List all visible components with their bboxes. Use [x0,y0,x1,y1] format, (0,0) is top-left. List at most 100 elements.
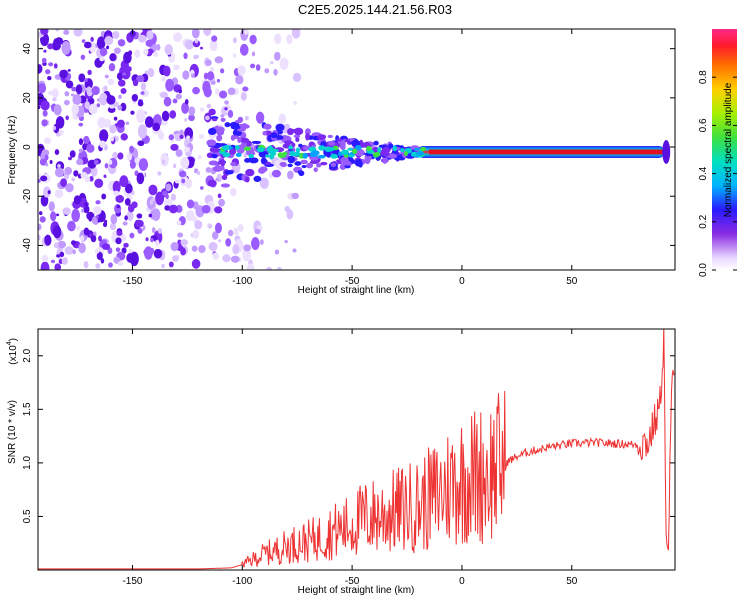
heatmap-cell [182,70,190,80]
heatmap-cell [138,99,143,104]
heatmap-cell [224,100,229,105]
heatmap-cell [274,51,281,61]
heatmap-cell [126,153,133,161]
ridge-bead [330,153,338,159]
heatmap-cell [67,156,73,161]
heatmap-cell [72,249,76,255]
heatmap-cell [71,208,81,223]
heatmap-cell [327,140,336,146]
heatmap-cell [205,59,212,66]
heatmap-cell [129,145,135,153]
heatmap-cell [99,140,106,148]
x-tick-label: 0 [459,276,465,287]
y-tick-label: -20 [22,189,33,204]
heatmap-cell [194,220,203,230]
heatmap-cell [86,143,95,153]
heatmap-cell [41,57,47,64]
heatmap-cell [234,119,243,124]
heatmap-cell [43,137,52,145]
heatmap-cell [122,221,128,226]
heatmap-cell [237,65,246,76]
heatmap-cell [84,78,88,83]
heatmap-cell [199,186,204,190]
ridge-bead [365,145,372,151]
heatmap-cell [225,238,232,247]
heatmap-cell [112,31,120,40]
heatmap-cell [153,248,163,259]
heatmap-cell [130,110,135,115]
heatmap-cell [199,107,205,112]
heatmap-cell [360,142,366,148]
snr-series-line [38,329,675,570]
heatmap-cell [86,90,93,97]
heatmap-cell [191,29,200,39]
heatmap-cell [42,149,50,157]
end-feature [662,139,671,164]
x-tick-label: -100 [232,276,252,287]
x-tick-label: -150 [122,276,142,287]
heatmap-cell [217,165,225,171]
heatmap-cell [43,49,47,53]
heatmap-cell [94,249,100,254]
heatmap-cell [64,246,74,255]
ridge-bead [248,153,254,159]
heatmap-cell [73,195,81,205]
heatmap-cell [298,170,305,177]
y-tick-label: 0.5 [22,509,33,523]
heatmap-cell [81,39,86,44]
heatmap-cell [104,74,109,79]
ridge-bead [416,151,425,156]
spectrogram-x-label: Height of straight line (km) [298,285,415,296]
heatmap-cell [354,159,363,167]
heatmap-cell [109,124,117,134]
heatmap-cell [123,242,129,248]
heatmap-cell [80,105,84,111]
heatmap-cell [47,75,52,81]
ridge-bead [400,148,405,153]
heatmap-cell [54,167,65,178]
heatmap-cell [48,62,54,67]
ridge-bead [317,154,326,159]
heatmap-cell [173,32,182,43]
heatmap-cell [60,178,67,187]
heatmap-cell [98,235,102,242]
heatmap-cell [172,64,180,71]
heatmap-cell [208,160,219,166]
heatmap-cell [330,162,337,168]
heatmap-cell [229,148,237,155]
heatmap-cell [115,237,122,245]
heatmap-cell [216,78,221,83]
heatmap-cell [255,64,261,71]
snr-panel: -150 -100 -50 0 50 0.5 1.0 1.5 2.0 Height of st… [6,328,676,596]
heatmap-cell [185,178,193,189]
heatmap-cell [295,137,300,143]
x-tick-label: -50 [345,276,360,287]
snr-x-label: Height of straight line (km) [298,585,415,596]
heatmap-cell [63,29,70,35]
heatmap-cell [217,193,222,199]
heatmap-cell [39,158,48,166]
spectrogram-x-ticks: -150 -100 -50 0 50 [122,29,578,287]
heatmap-cell [72,94,82,106]
heatmap-cell [263,123,272,130]
heatmap-cell [235,74,244,85]
heatmap-cell [137,140,145,147]
heatmap-cell [224,170,234,175]
heatmap-cell [207,179,217,187]
heatmap-cell [344,139,350,143]
svg-text:(x104): (x104) [6,338,19,365]
heatmap-cell [354,148,365,157]
spectrogram-frame [37,28,676,271]
heatmap-cell [124,183,133,194]
heatmap-cell [373,140,379,146]
heatmap-cell [80,235,85,242]
y-tick-label: 2.0 [22,348,33,362]
heatmap-cell [159,91,168,99]
heatmap-cell [320,161,328,166]
heatmap-cell [155,191,165,206]
heatmap-cell [279,162,286,167]
ridge-bead [265,154,271,158]
heatmap-cell [230,255,240,263]
heatmap-cell [78,73,86,83]
heatmap-cell [237,223,244,232]
